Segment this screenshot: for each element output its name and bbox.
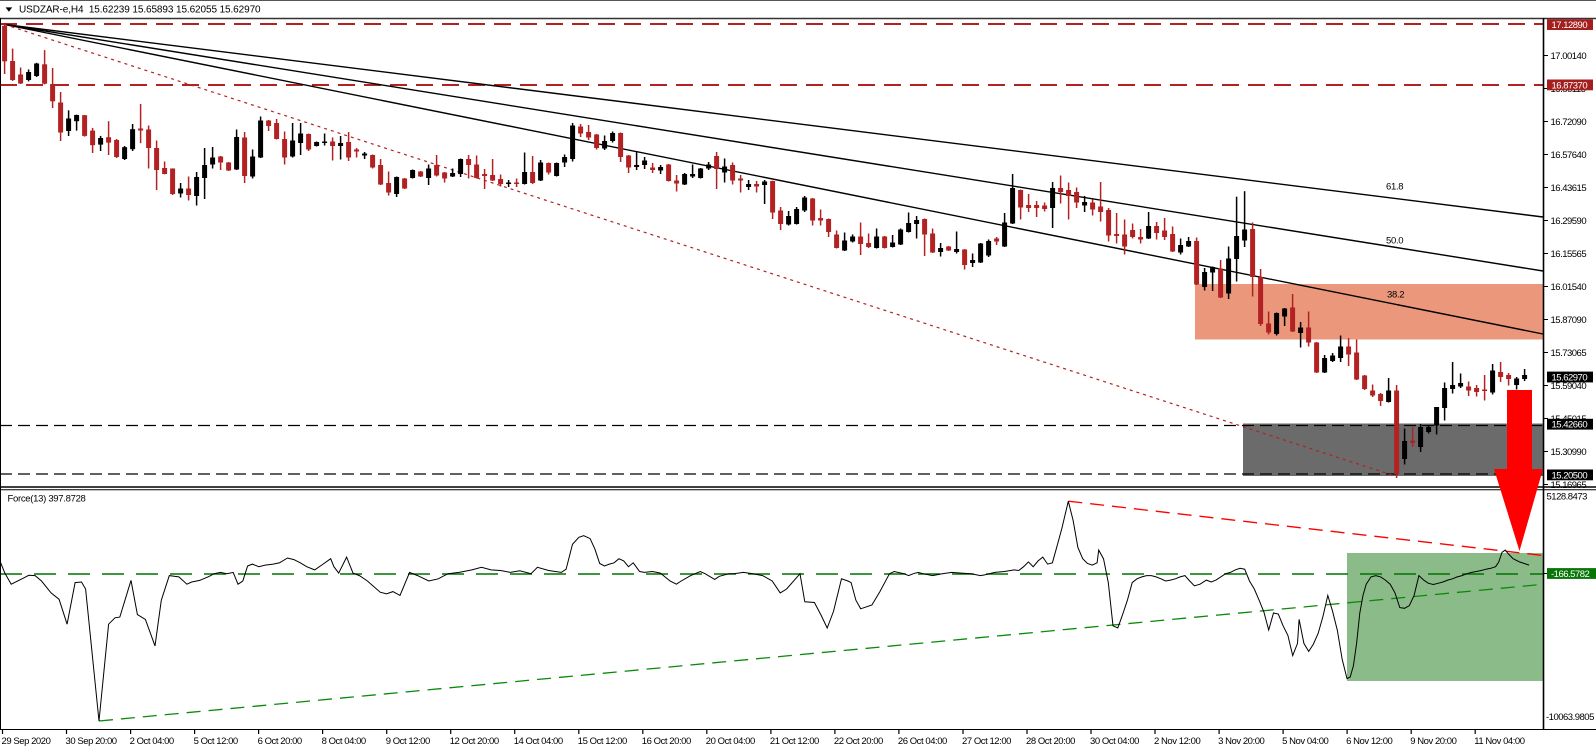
svg-text:2 Nov 12:00: 2 Nov 12:00: [1154, 736, 1200, 747]
svg-text:6 Oct 20:00: 6 Oct 20:00: [258, 736, 302, 747]
svg-text:14 Oct 04:00: 14 Oct 04:00: [514, 736, 563, 747]
svg-text:16.57640: 16.57640: [1551, 150, 1587, 161]
svg-text:27 Oct 12:00: 27 Oct 12:00: [962, 736, 1011, 747]
svg-text:22 Oct 20:00: 22 Oct 20:00: [834, 736, 883, 747]
svg-text:5 Oct 12:00: 5 Oct 12:00: [194, 736, 238, 747]
svg-text:12 Oct 20:00: 12 Oct 20:00: [450, 736, 499, 747]
svg-text:15.16965: 15.16965: [1551, 480, 1587, 491]
svg-text:Force(13) 397.8728: Force(13) 397.8728: [8, 494, 86, 505]
svg-text:16.01540: 16.01540: [1551, 282, 1587, 293]
svg-text:15.87090: 15.87090: [1551, 315, 1587, 326]
svg-text:15.42660: 15.42660: [1552, 420, 1588, 431]
svg-text:USDZAR-e,H4 15.62239 15.65893: USDZAR-e,H4 15.62239 15.65893 15.62055 1…: [19, 5, 261, 16]
svg-text:-10063.9805: -10063.9805: [1546, 712, 1594, 723]
svg-text:16.72090: 16.72090: [1551, 117, 1587, 128]
svg-text:6 Nov 12:00: 6 Nov 12:00: [1346, 736, 1392, 747]
svg-text:11 Nov 04:00: 11 Nov 04:00: [1474, 736, 1525, 747]
svg-text:50.0: 50.0: [1386, 236, 1403, 247]
svg-text:5 Nov 04:00: 5 Nov 04:00: [1282, 736, 1328, 747]
svg-text:2 Oct 04:00: 2 Oct 04:00: [130, 736, 174, 747]
svg-text:15.20500: 15.20500: [1552, 470, 1588, 481]
svg-text:-166.5782: -166.5782: [1551, 569, 1590, 580]
svg-text:28 Oct 20:00: 28 Oct 20:00: [1026, 736, 1075, 747]
svg-text:5128.8473: 5128.8473: [1547, 491, 1588, 502]
svg-text:16.15565: 16.15565: [1551, 249, 1587, 260]
svg-text:26 Oct 04:00: 26 Oct 04:00: [898, 736, 947, 747]
svg-text:16 Oct 20:00: 16 Oct 20:00: [642, 736, 691, 747]
svg-text:20 Oct 04:00: 20 Oct 04:00: [706, 736, 755, 747]
svg-text:17.12890: 17.12890: [1552, 20, 1588, 31]
svg-text:16.43615: 16.43615: [1551, 183, 1587, 194]
svg-text:16.29590: 16.29590: [1551, 216, 1587, 227]
svg-text:15.59040: 15.59040: [1551, 381, 1587, 392]
svg-text:29 Sep 2020: 29 Sep 2020: [2, 736, 51, 747]
svg-text:15.62970: 15.62970: [1552, 373, 1588, 384]
svg-text:17.00140: 17.00140: [1551, 51, 1587, 62]
svg-text:3 Nov 20:00: 3 Nov 20:00: [1218, 736, 1264, 747]
svg-text:16.87370: 16.87370: [1552, 80, 1588, 91]
svg-text:8 Oct 04:00: 8 Oct 04:00: [322, 736, 366, 747]
svg-text:9 Oct 12:00: 9 Oct 12:00: [386, 736, 430, 747]
svg-text:15.73065: 15.73065: [1551, 348, 1587, 359]
svg-text:15 Oct 12:00: 15 Oct 12:00: [578, 736, 627, 747]
svg-text:38.2: 38.2: [1387, 290, 1404, 301]
svg-text:30 Oct 04:00: 30 Oct 04:00: [1090, 736, 1139, 747]
svg-text:9 Nov 20:00: 9 Nov 20:00: [1410, 736, 1456, 747]
svg-text:15.30990: 15.30990: [1551, 447, 1587, 458]
svg-text:61.8: 61.8: [1386, 182, 1403, 193]
svg-text:30 Sep 20:00: 30 Sep 20:00: [66, 736, 117, 747]
svg-text:21 Oct 12:00: 21 Oct 12:00: [770, 736, 819, 747]
